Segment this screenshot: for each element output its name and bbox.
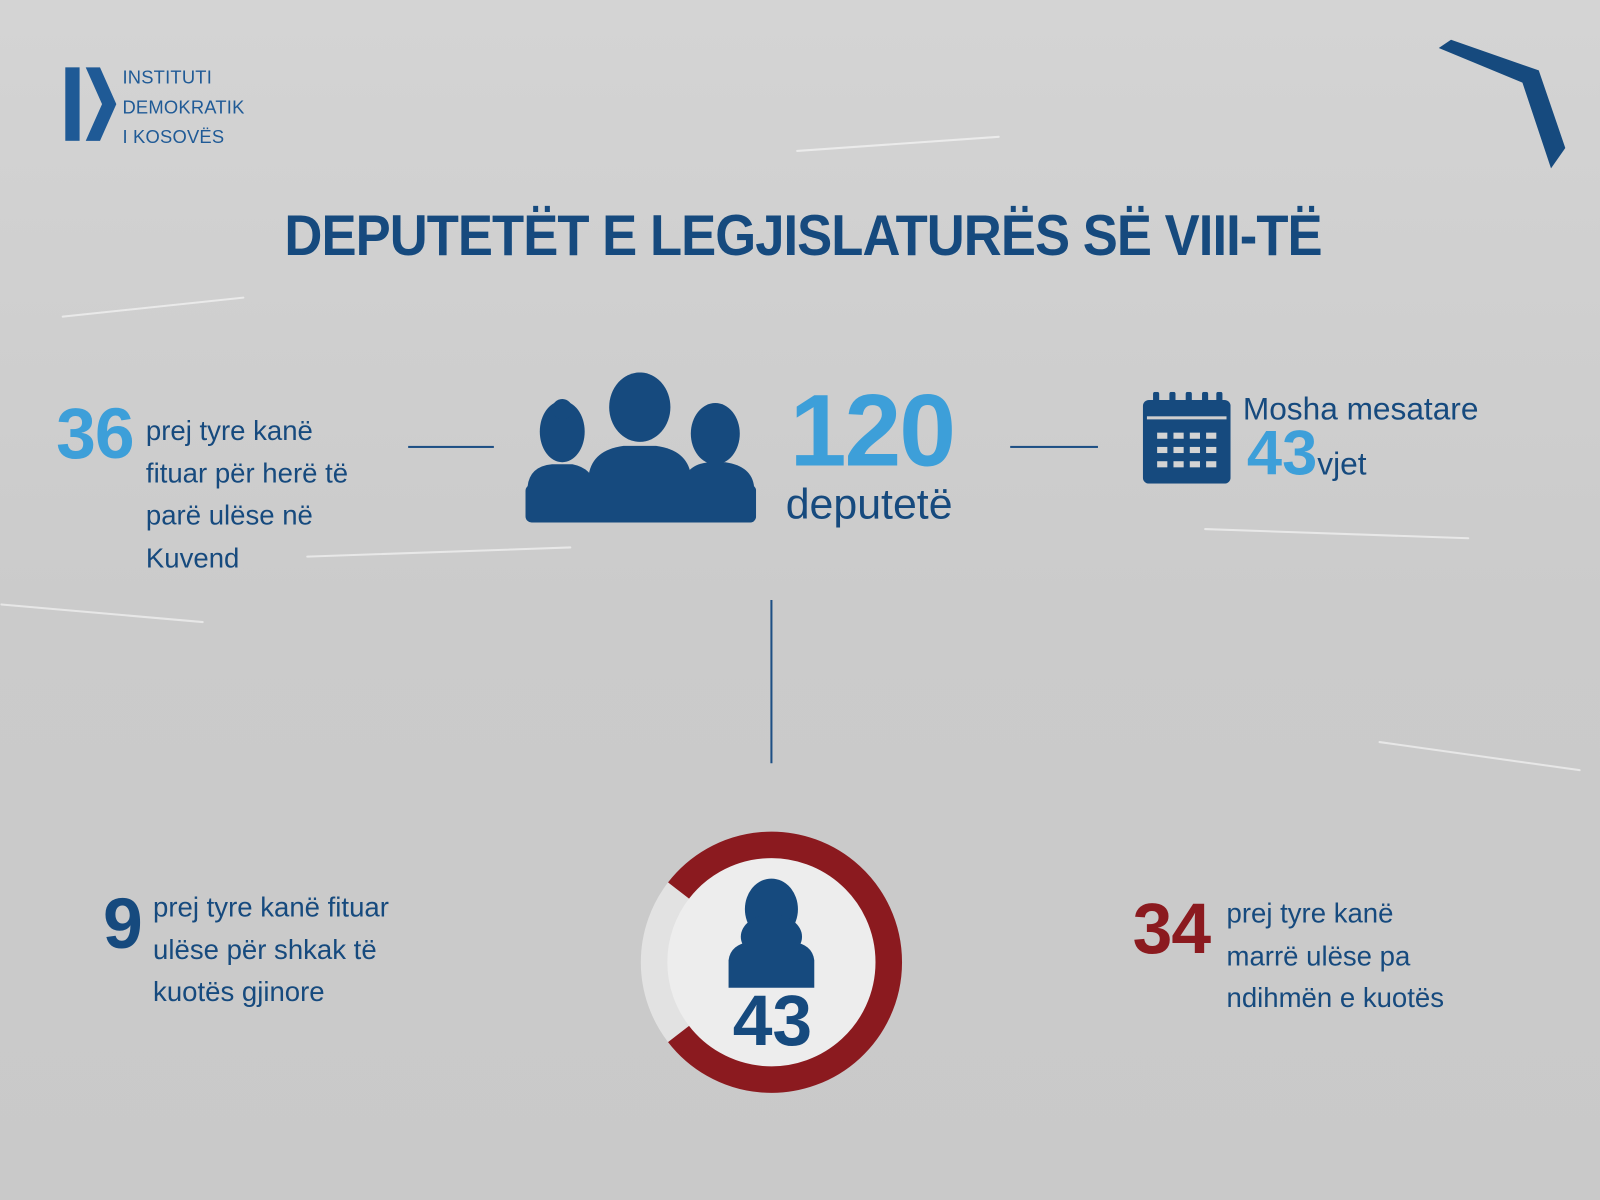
logo-line: I KOSOVËS — [122, 126, 225, 147]
people-group-icon — [525, 372, 757, 523]
logo-line: DEMOKRATIK — [122, 96, 245, 118]
texture — [61, 296, 245, 318]
text-line: kuotës gjinore — [153, 976, 325, 1008]
no-quota-number: 34 — [1132, 888, 1211, 969]
women-number: 43 — [732, 980, 813, 1061]
corner-bracket-icon — [1438, 39, 1566, 169]
connector-line — [408, 445, 494, 448]
text-line: fituar për herë të — [145, 457, 349, 489]
text-line: ndihmën e kuotës — [1226, 982, 1445, 1014]
texture — [0, 603, 204, 624]
texture — [796, 135, 1000, 153]
text-line: Kuvend — [145, 542, 240, 573]
age-number: 43 — [1246, 418, 1318, 489]
age-label: Mosha mesatare — [1242, 390, 1479, 427]
connector-line — [770, 599, 773, 764]
quota-text: prej tyre kanë fituar ulëse për shkak të… — [153, 887, 389, 1014]
text-line: prej tyre kanë — [145, 415, 313, 446]
woman-icon — [728, 878, 815, 988]
text-line: parë ulëse në — [145, 499, 313, 531]
donut-segment-no-quota — [668, 831, 902, 1093]
texture — [1204, 528, 1470, 540]
women-donut — [640, 831, 902, 1093]
first-time-number: 36 — [56, 393, 134, 474]
no-quota-text: prej tyre kanë marrë ulëse pa ndihmën e … — [1227, 893, 1444, 1020]
quota-number: 9 — [103, 883, 143, 964]
text-line: marrë ulëse pa — [1226, 940, 1411, 971]
idk-logo-icon — [65, 67, 117, 141]
text-line: ulëse për shkak të — [153, 934, 377, 965]
logo-text: INSTITUTI DEMOKRATIK I KOSOVËS — [122, 63, 244, 152]
total-label: deputetë — [785, 479, 953, 528]
first-time-text: prej tyre kanë fituar për herë të parë u… — [146, 410, 348, 579]
calendar-icon — [1142, 391, 1231, 484]
texture — [1378, 740, 1581, 772]
age-value: 43vjet — [1247, 422, 1367, 485]
text-line: prej tyre kanë fituar — [153, 891, 389, 923]
page-title: DEPUTETËT E LEGJISLATURËS SË VIII-TË — [284, 203, 1322, 268]
total-number: 120 — [789, 373, 956, 488]
connector-line — [1010, 445, 1098, 448]
age-unit: vjet — [1317, 445, 1367, 482]
text-line: prej tyre kanë — [1226, 897, 1394, 929]
donut-segment-quota — [640, 882, 690, 1043]
logo-line: INSTITUTI — [122, 67, 213, 88]
